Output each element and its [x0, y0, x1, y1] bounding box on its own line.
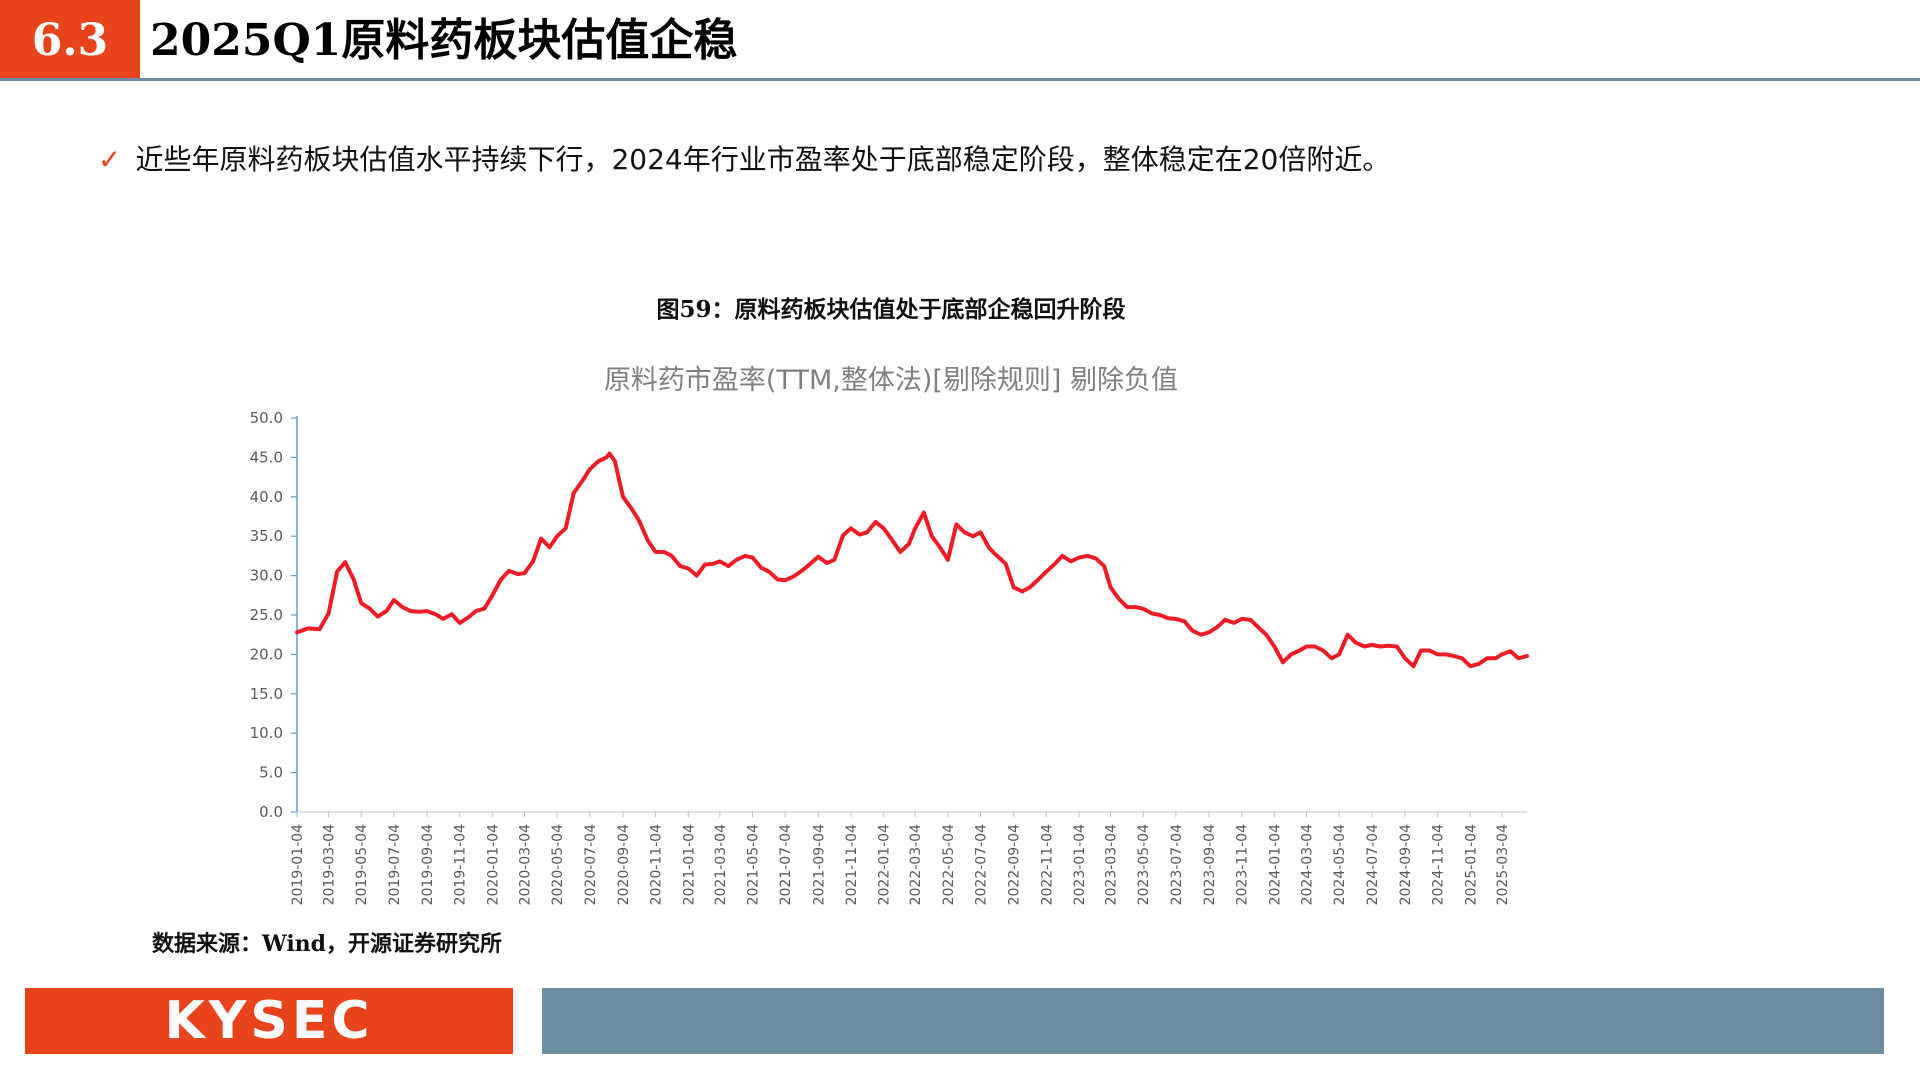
x-tick-label: 2021-05-04 — [745, 824, 761, 905]
x-tick-label: 2020-05-04 — [550, 824, 566, 905]
x-tick-label: 2020-03-04 — [517, 824, 533, 905]
section-number-badge: 6.3 — [0, 0, 140, 80]
x-tick-label: 2023-05-04 — [1136, 824, 1152, 905]
x-tick-label: 2019-09-04 — [420, 824, 436, 905]
x-tick-label: 2024-01-04 — [1267, 824, 1283, 905]
chart-title: 原料药市盈率(TTM,整体法)[剔除规则] 剔除负值 — [603, 365, 1179, 396]
x-tick-label: 2022-07-04 — [974, 824, 990, 905]
footer-bar — [542, 988, 1884, 1054]
y-tick-label: 10.0 — [250, 724, 283, 742]
x-tick-label: 2024-05-04 — [1332, 824, 1348, 905]
y-tick-label: 20.0 — [250, 645, 283, 663]
x-tick-label: 2020-11-04 — [649, 824, 665, 905]
x-tick-label: 2019-11-04 — [453, 824, 469, 905]
x-tick-label: 2020-01-04 — [485, 824, 501, 905]
y-tick-label: 30.0 — [250, 567, 283, 585]
summary-bullet: ✓ 近些年原料药板块估值水平持续下行，2024年行业市盈率处于底部稳定阶段，整体稳… — [98, 140, 1390, 180]
y-tick-label: 25.0 — [250, 606, 283, 624]
x-tick-label: 2024-11-04 — [1431, 824, 1447, 905]
y-tick-label: 35.0 — [250, 527, 283, 545]
x-tick-label: 2022-11-04 — [1039, 824, 1055, 905]
x-tick-label: 2025-01-04 — [1463, 824, 1479, 905]
y-tick-label: 50.0 — [250, 409, 283, 427]
x-tick-label: 2024-03-04 — [1299, 824, 1315, 905]
x-tick-label: 2022-03-04 — [908, 824, 924, 905]
x-tick-label: 2023-09-04 — [1202, 824, 1218, 905]
x-tick-label: 2022-01-04 — [877, 824, 893, 905]
section-number: 6.3 — [31, 14, 109, 66]
summary-text: 近些年原料药板块估值水平持续下行，2024年行业市盈率处于底部稳定阶段，整体稳定… — [135, 143, 1391, 176]
checkmark-icon: ✓ — [98, 143, 122, 176]
y-tick-label: 40.0 — [250, 488, 283, 506]
y-tick-label: 5.0 — [259, 764, 283, 782]
x-tick-label: 2023-01-04 — [1072, 824, 1088, 905]
x-tick-label: 2021-09-04 — [811, 824, 827, 905]
x-tick-label: 2020-09-04 — [616, 824, 632, 905]
figure-caption: 图59：原料药板块估值处于底部企稳回升阶段 — [656, 296, 1126, 323]
x-tick-label: 2019-03-04 — [322, 824, 338, 905]
x-tick-label: 2020-07-04 — [583, 824, 599, 905]
x-tick-label: 2019-05-04 — [354, 824, 370, 905]
x-tick-label: 2021-11-04 — [844, 824, 860, 905]
x-tick-label: 2021-01-04 — [681, 824, 697, 905]
x-tick-label: 2023-11-04 — [1235, 824, 1251, 905]
series-line-pe — [295, 451, 1529, 669]
x-tick-label: 2023-07-04 — [1169, 824, 1185, 905]
y-tick-label: 15.0 — [250, 685, 283, 703]
kysec-logo: KYSEC — [25, 988, 513, 1054]
y-tick-label: 0.0 — [259, 803, 283, 821]
page-title: 2025Q1原料药板块估值企稳 — [150, 15, 738, 66]
x-tick-label: 2021-07-04 — [778, 824, 794, 905]
x-tick-label: 2024-09-04 — [1398, 824, 1414, 905]
x-tick-label: 2022-05-04 — [941, 824, 957, 905]
x-tick-label: 2021-03-04 — [713, 824, 729, 905]
data-source: 数据来源：Wind，开源证券研究所 — [152, 931, 503, 957]
x-tick-label: 2024-07-04 — [1365, 824, 1381, 905]
x-tick-label: 2019-07-04 — [387, 824, 403, 905]
header-divider — [0, 78, 1920, 81]
logo-text: KYSEC — [164, 991, 374, 1051]
x-tick-label: 2025-03-04 — [1495, 824, 1511, 905]
x-tick-label: 2022-09-04 — [1007, 824, 1023, 905]
y-tick-label: 45.0 — [250, 448, 283, 466]
x-tick-label: 2019-01-04 — [290, 824, 306, 905]
x-tick-label: 2023-03-04 — [1104, 824, 1120, 905]
